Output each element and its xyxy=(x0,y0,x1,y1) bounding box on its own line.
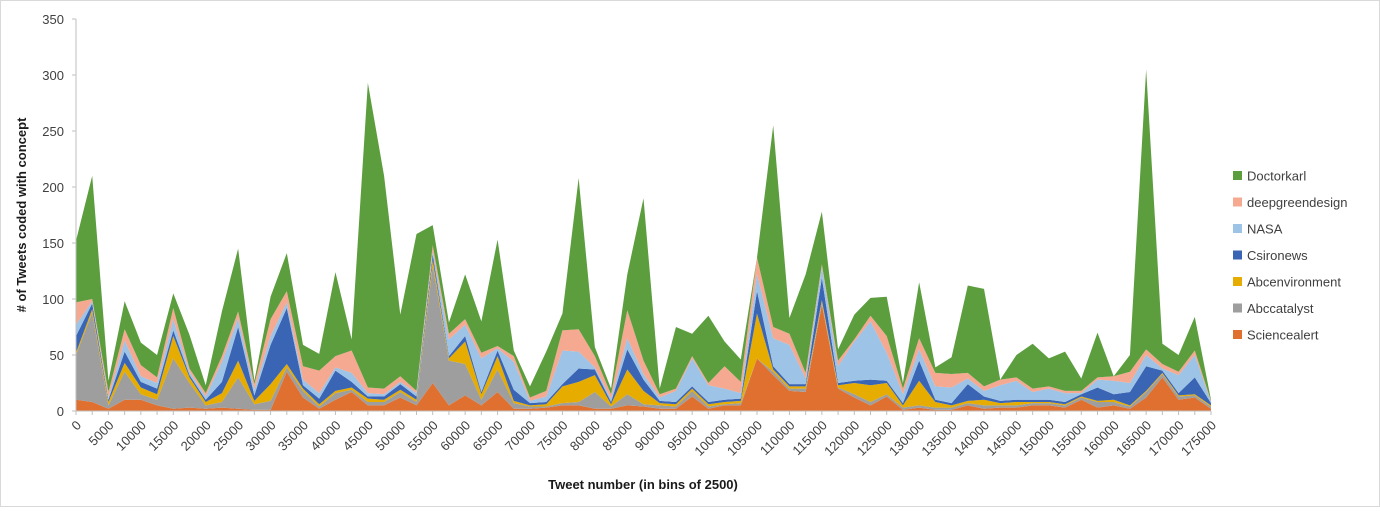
x-tick-label: 90000 xyxy=(632,418,668,454)
legend-label-sciencealert: Sciencealert xyxy=(1247,328,1319,343)
x-axis-title: Tweet number (in bins of 2500) xyxy=(548,477,738,492)
x-tick-labels: 0 500010000150002000025000300003500040000… xyxy=(68,411,1219,459)
x-tick-label: 5000 xyxy=(85,418,116,449)
x-tick-label: 55000 xyxy=(405,418,441,454)
legend-label-doctorkarl: Doctorkarl xyxy=(1247,169,1306,184)
legend-swatch-deepgreendesign xyxy=(1233,197,1242,207)
legend-swatch-sciencealert xyxy=(1233,330,1242,339)
x-tick-label: 155000 xyxy=(1048,418,1089,459)
legend: Doctorkarl deepgreendesign NASA Csironews Ab… xyxy=(1233,169,1347,343)
x-tick-label: 85000 xyxy=(599,418,635,454)
x-tick-label: 135000 xyxy=(918,418,959,459)
y-tick-label: 300 xyxy=(42,68,64,83)
legend-swatch-abcenvironment xyxy=(1233,277,1242,286)
x-tick-label: 30000 xyxy=(243,418,279,454)
x-tick-label: 140000 xyxy=(951,418,992,459)
legend-label-abccatalyst: Abccatalyst xyxy=(1247,301,1314,316)
x-tick-label: 165000 xyxy=(1113,418,1154,459)
x-tick-label: 60000 xyxy=(437,418,473,454)
y-tick-label: 100 xyxy=(42,292,64,307)
y-tick-label: 200 xyxy=(42,180,64,195)
x-tick-label: 145000 xyxy=(983,418,1024,459)
x-tick-label: 20000 xyxy=(178,418,214,454)
x-tick-label: 10000 xyxy=(113,418,149,454)
x-tick-label: 15000 xyxy=(145,418,181,454)
x-tick-label: 105000 xyxy=(724,418,765,459)
x-tick-label: 70000 xyxy=(502,418,538,454)
x-tick-label: 65000 xyxy=(470,418,506,454)
legend-swatch-csironews xyxy=(1233,250,1242,260)
legend-swatch-doctorkarl xyxy=(1233,171,1242,180)
x-tick-label: 50000 xyxy=(372,418,408,454)
y-tick-label: 250 xyxy=(42,124,64,139)
x-tick-label: 125000 xyxy=(854,418,895,459)
y-tick-labels: 0 50 100 150 200 250 300 350 xyxy=(42,12,76,419)
x-tick-label: 130000 xyxy=(886,418,927,459)
legend-swatch-nasa xyxy=(1233,224,1242,233)
y-tick-label: 0 xyxy=(57,404,64,419)
area-series-deepgreendesign xyxy=(76,245,1211,403)
x-tick-label: 170000 xyxy=(1145,418,1186,459)
x-tick-label: 80000 xyxy=(567,418,603,454)
x-tick-label: 100000 xyxy=(691,418,732,459)
x-tick-label: 150000 xyxy=(1016,418,1057,459)
x-tick-label: 110000 xyxy=(757,418,798,459)
y-tick-label: 50 xyxy=(50,348,64,363)
legend-label-deepgreendesign: deepgreendesign xyxy=(1247,195,1347,210)
legend-label-csironews: Csironews xyxy=(1247,248,1308,263)
x-tick-label: 35000 xyxy=(275,418,311,454)
x-tick-label: 25000 xyxy=(210,418,246,454)
area-series-csironews xyxy=(76,254,1211,406)
x-tick-label: 160000 xyxy=(1081,418,1122,459)
area-series-doctorkarl xyxy=(76,69,1211,401)
x-tick-label: 75000 xyxy=(534,418,570,454)
x-tick-label: 0 xyxy=(68,418,84,434)
legend-label-nasa: NASA xyxy=(1247,222,1283,237)
area-series-group xyxy=(76,69,1211,411)
x-tick-label: 45000 xyxy=(340,418,376,454)
legend-label-abcenvironment: Abcenvironment xyxy=(1247,275,1341,290)
legend-swatch-abccatalyst xyxy=(1233,303,1242,313)
y-axis-title: # of Tweets coded with concept xyxy=(14,117,29,312)
area-series-abccatalyst xyxy=(76,265,1211,410)
y-tick-label: 350 xyxy=(42,12,64,27)
x-tick-label: 175000 xyxy=(1178,418,1219,459)
x-tick-label: 40000 xyxy=(307,418,343,454)
y-tick-label: 150 xyxy=(42,236,64,251)
x-tick-label: 120000 xyxy=(821,418,862,459)
